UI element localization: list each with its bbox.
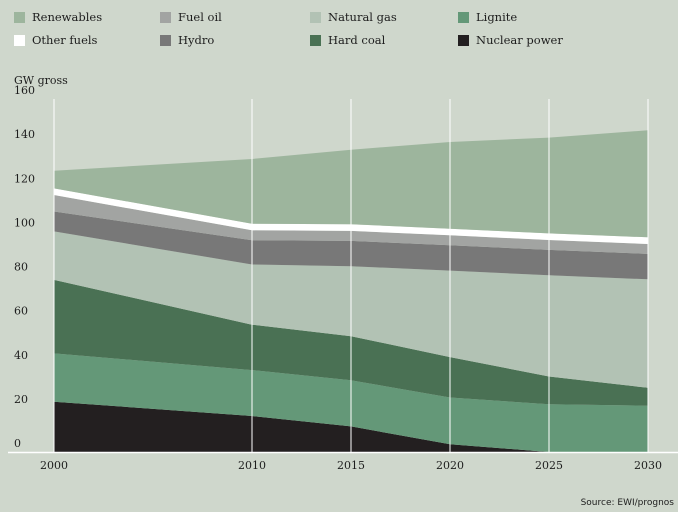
- y-tick-label: 0: [14, 437, 21, 450]
- legend-label: Lignite: [476, 10, 518, 24]
- legend-label: Fuel oil: [178, 10, 222, 24]
- legend-swatch: [310, 11, 321, 23]
- y-tick-label: 20: [14, 393, 28, 406]
- legend-swatch: [458, 11, 469, 23]
- vertical-gridlines: [8, 99, 678, 454]
- legend-item-nuclear-power: Nuclear power: [458, 33, 563, 47]
- legend-item-natural-gas: Natural gas: [310, 10, 397, 24]
- legend-swatch: [14, 34, 25, 46]
- legend-swatch: [160, 11, 171, 23]
- legend-swatch: [14, 11, 25, 23]
- y-tick-label: 100: [14, 216, 35, 229]
- x-tick-label: 2000: [40, 459, 68, 472]
- legend-label: Renewables: [32, 10, 103, 24]
- y-tick-label: 80: [14, 261, 28, 274]
- y-tick-label: 120: [14, 172, 35, 185]
- area-fuel-oil: [54, 195, 648, 254]
- legend-swatch: [310, 34, 321, 46]
- legend-item-fuel-oil: Fuel oil: [160, 10, 222, 24]
- y-tick-label: 140: [14, 128, 35, 141]
- x-tick-label: 2010: [238, 459, 266, 472]
- x-tick-label: 2030: [634, 459, 662, 472]
- chart-legend: Renewables Fuel oil Natural gas Lignite Othe…: [14, 10, 674, 56]
- legend-item-hard-coal: Hard coal: [310, 33, 385, 47]
- y-tick-label: 60: [14, 305, 28, 318]
- legend-item-hydro: Hydro: [160, 33, 214, 47]
- x-tick-label: 2025: [535, 459, 563, 472]
- x-tick-label: 2015: [337, 459, 365, 472]
- area-other-fuels: [54, 188, 648, 244]
- y-axis-label: GW gross: [14, 74, 68, 87]
- x-axis-ticks: 2000 2010 2015 2020 2025 2030: [40, 459, 662, 472]
- legend-label: Other fuels: [32, 33, 98, 47]
- source-note: Source: EWI/prognos: [581, 498, 675, 508]
- legend-label: Natural gas: [328, 10, 397, 24]
- legend-label: Nuclear power: [476, 33, 563, 47]
- legend-swatch: [160, 34, 171, 46]
- y-tick-label: 40: [14, 349, 28, 362]
- legend-label: Hard coal: [328, 33, 386, 47]
- y-tick-label: 160: [14, 84, 35, 97]
- legend-item-renewables: Renewables: [14, 10, 102, 24]
- x-tick-label: 2020: [436, 459, 464, 472]
- y-axis-ticks: 0 20 40 60 80 100 120 140 160: [14, 84, 35, 450]
- legend-item-lignite: Lignite: [458, 10, 517, 24]
- legend-label: Hydro: [178, 33, 215, 47]
- legend-swatch: [458, 34, 469, 46]
- legend-item-other-fuels: Other fuels: [14, 33, 97, 47]
